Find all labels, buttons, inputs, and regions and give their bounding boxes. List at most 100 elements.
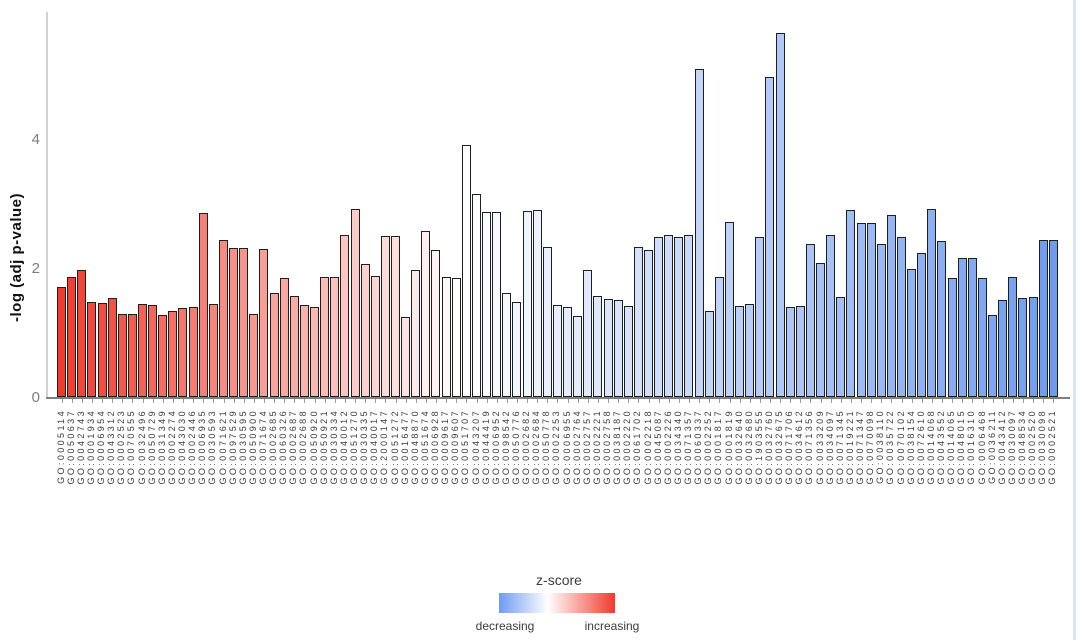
bar [633, 246, 643, 397]
x-axis-tick [729, 399, 731, 403]
x-axis-tick [810, 399, 812, 403]
x-tick-label: GO:0043207 [470, 409, 481, 485]
bar [249, 313, 259, 397]
x-tick-label: GO:0038187 [612, 409, 623, 485]
x-tick-label: GO:0070098 [865, 409, 876, 485]
legend-title: z-score [536, 572, 582, 588]
x-tick-label: GO:0002446 [187, 409, 198, 485]
x-tick-label: GO:0030334 [328, 409, 339, 485]
x-axis-tick [122, 399, 124, 403]
x-axis-tick [840, 399, 842, 403]
x-axis-tick [405, 399, 407, 403]
x-tick-label: GO:0038154 [905, 409, 916, 485]
x-axis-tick [638, 399, 640, 403]
x-axis-tick [739, 399, 741, 403]
x-axis-tick [314, 399, 316, 403]
bar [401, 317, 411, 397]
x-axis-tick [587, 399, 589, 403]
x-axis-tick [355, 399, 356, 403]
bar [168, 311, 178, 397]
bar [97, 302, 107, 397]
bar [218, 239, 228, 397]
x-axis-tick [456, 399, 458, 403]
x-axis-tick [375, 399, 377, 403]
x-tick-label: GO:0002684 [531, 409, 542, 485]
x-tick-label: GO:0061702 [632, 409, 643, 485]
bar [512, 301, 522, 397]
x-axis-tick [415, 399, 417, 403]
x-tick-label: GO:0071345 [834, 409, 845, 485]
x-tick-label: GO:0071356 [804, 409, 815, 485]
x-axis-tick [699, 399, 701, 403]
bar [269, 293, 279, 397]
legend-label-decreasing: decreasing [475, 619, 535, 633]
x-tick-label: GO:0051674 [419, 409, 430, 485]
x-axis-tick [597, 399, 599, 403]
x-tick-label: GO:0050637 [65, 409, 76, 485]
bar [684, 234, 694, 397]
bar [583, 269, 593, 397]
x-axis-tick [608, 399, 609, 403]
bar [947, 278, 957, 397]
x-axis-tick [203, 399, 205, 403]
x-axis-tick [152, 399, 154, 403]
bar [482, 211, 492, 397]
x-axis-tick [790, 399, 792, 403]
bar [1048, 239, 1058, 397]
x-axis-tick [436, 399, 437, 403]
bar [340, 234, 350, 397]
x-axis-tick [142, 399, 144, 403]
x-axis-tick [243, 399, 245, 403]
x-tick-label: GO:0009617 [440, 409, 451, 485]
x-axis-tick [132, 399, 134, 403]
x-axis-tick [344, 399, 346, 403]
x-tick-label: GO:0002758 [602, 409, 612, 485]
bar [613, 300, 623, 398]
x-tick-label: GO:0044419 [480, 409, 491, 485]
x-axis-tick [618, 399, 620, 403]
x-axis-tick [709, 399, 711, 403]
bar [461, 144, 471, 397]
bar [623, 306, 633, 397]
x-tick-label: GO:1903555 [753, 409, 764, 485]
bar [360, 264, 370, 397]
x-axis-tick [557, 399, 559, 403]
x-axis-tick [891, 399, 893, 403]
x-tick-label: GO:0070102 [895, 409, 906, 485]
x-tick-label: GO:0043030 [177, 409, 187, 485]
x-tick-label: GO:0030097 [1006, 409, 1017, 485]
x-axis-tick [324, 399, 326, 403]
x-axis-tick [901, 399, 903, 403]
x-axis-tick [183, 399, 184, 403]
x-axis-tick [284, 399, 286, 403]
x-axis-tick [274, 399, 276, 403]
x-tick-label: GO:0032760 [763, 409, 774, 485]
x-tick-label: GO:0001819 [723, 409, 734, 485]
x-tick-label: GO:0006954 [96, 409, 106, 485]
x-tick-label: GO:0050776 [510, 409, 521, 485]
x-tick-label: GO:0033209 [814, 409, 825, 485]
bar [532, 210, 542, 397]
bar [805, 243, 815, 397]
x-axis-tick [648, 399, 650, 403]
x-tick-label: GO:0002682 [521, 409, 532, 485]
bar [492, 211, 502, 397]
legend-gradient-bar [499, 593, 615, 613]
x-tick-label: GO:0006955 [561, 409, 572, 485]
x-tick-label: GO:0002685 [268, 409, 279, 485]
x-tick-label: GO:0043412 [996, 409, 1007, 485]
x-tick-label: GO:0032496 [136, 409, 147, 485]
bar [1038, 239, 1048, 397]
window-right-edge [1073, 0, 1076, 640]
x-tick-label: GO:0002521 [1047, 409, 1058, 485]
x-axis-tick [1043, 399, 1045, 403]
x-tick-label: GO:0070555 [126, 409, 137, 485]
x-tick-label: GO:0036211 [986, 409, 997, 484]
bar [755, 237, 765, 397]
bar [927, 209, 937, 397]
x-axis-tick [81, 399, 83, 403]
x-tick-label: GO:0060326 [278, 409, 289, 485]
x-axis-tick [334, 399, 336, 403]
x-tick-label: GO:0040017 [369, 409, 380, 485]
